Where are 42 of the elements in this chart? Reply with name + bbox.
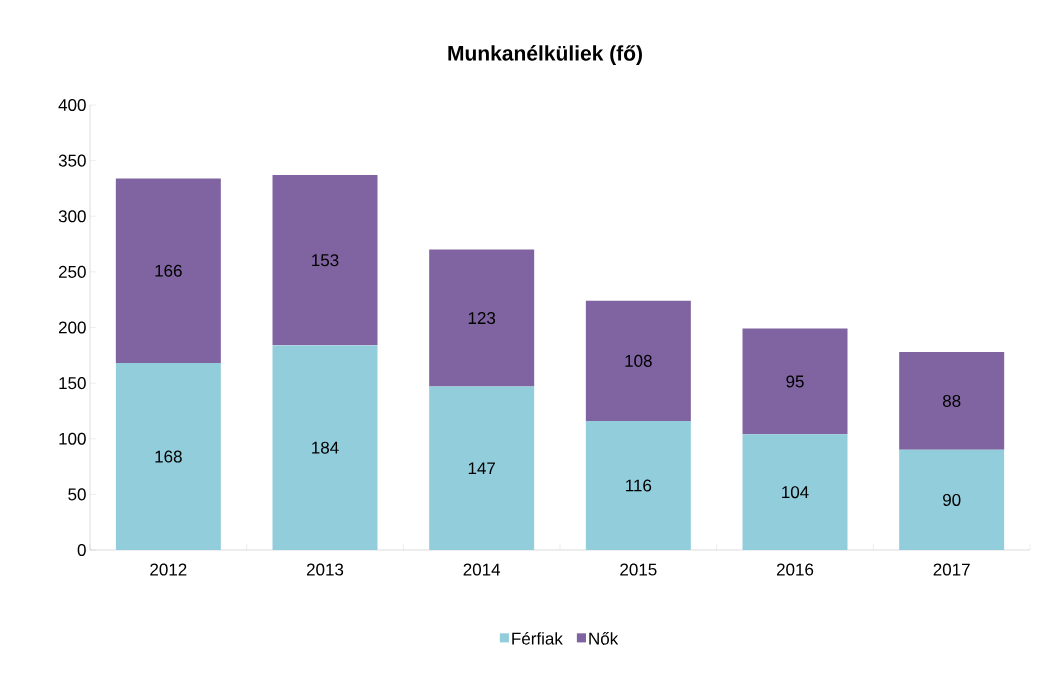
- data-label: 153: [312, 254, 339, 267]
- data-label: 147: [468, 462, 495, 475]
- legend-label: Nők: [589, 631, 619, 645]
- bar: [899, 351, 1005, 450]
- x-tick-label: 2016: [776, 563, 814, 576]
- y-tick-label: 300: [58, 210, 86, 223]
- x-tick-label: 2012: [150, 563, 187, 576]
- x-tick-label: 2013: [306, 563, 344, 576]
- data-label: 116: [626, 479, 652, 492]
- y-tick-label: 0: [77, 543, 86, 557]
- bar: [115, 178, 221, 364]
- data-label: 90: [943, 493, 961, 506]
- y-tick-label: 150: [59, 377, 86, 390]
- data-label: 123: [468, 312, 496, 325]
- bar: [429, 386, 535, 550]
- x-tick-label: 2017: [933, 563, 970, 576]
- y-tick-label: 200: [58, 321, 86, 334]
- data-label: 95: [786, 375, 804, 388]
- bar: [899, 449, 1005, 550]
- bar: [742, 434, 848, 550]
- data-label: 104: [782, 486, 809, 499]
- bar: [742, 328, 848, 435]
- x-tick-label: 2014: [463, 563, 501, 576]
- chart-title: Munkanélküliek (fő): [448, 45, 642, 65]
- data-label: 184: [312, 441, 339, 454]
- y-tick-label: 100: [59, 432, 86, 445]
- bar: [585, 300, 691, 421]
- bar: [429, 249, 535, 387]
- data-label: 168: [155, 450, 182, 463]
- y-tick-label: 350: [58, 154, 86, 167]
- legend-label: Férfiak: [512, 631, 563, 645]
- data-label: 166: [155, 264, 182, 277]
- y-tick-label: 400: [58, 98, 86, 112]
- bar: [272, 345, 378, 550]
- bar: [585, 420, 691, 550]
- data-label: 108: [625, 354, 652, 367]
- data-label: 88: [942, 394, 961, 407]
- y-tick-label: 250: [58, 265, 86, 278]
- bar: [272, 175, 378, 346]
- y-tick-label: 50: [68, 488, 86, 501]
- bar: [115, 363, 221, 550]
- x-tick-label: 2015: [620, 563, 657, 576]
